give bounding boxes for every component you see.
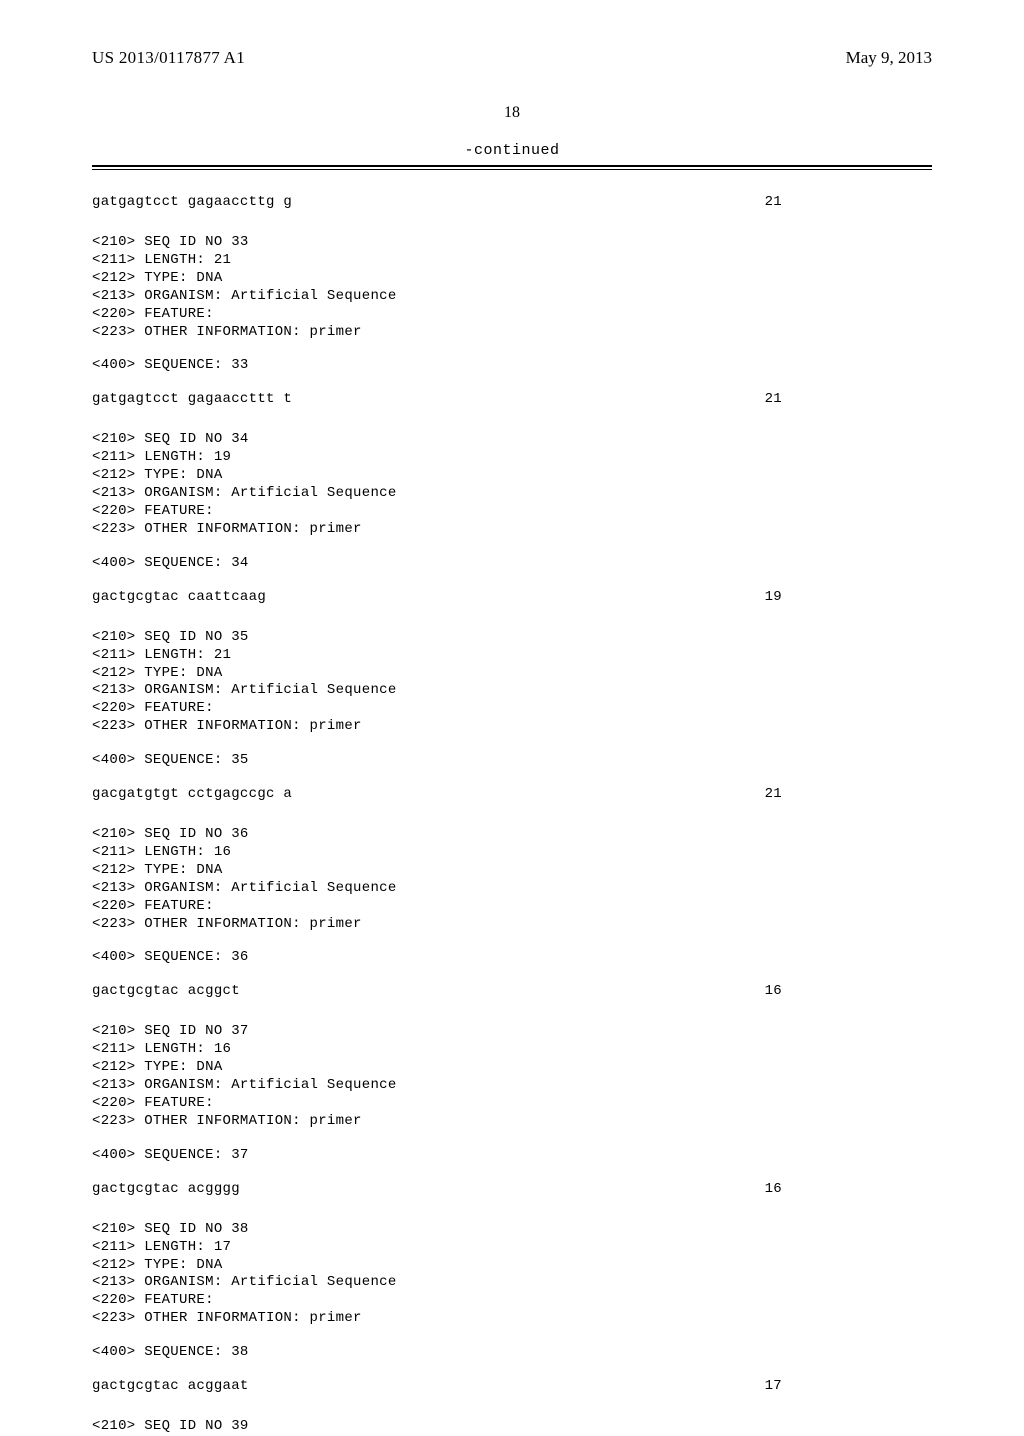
trailing-id: 39 bbox=[231, 1418, 248, 1434]
sequence-text: gactgcgtac acggct bbox=[92, 983, 240, 999]
sequence-length: 16 bbox=[765, 1181, 932, 1197]
page-number: 18 bbox=[92, 104, 932, 122]
sequence-entry: <210> SEQ ID NO 37 <211> LENGTH: 16 <212… bbox=[92, 1023, 932, 1196]
sequence-line: gactgcgtac acggaat 17 bbox=[92, 1378, 932, 1394]
sequence-line: gactgcgtac acggct 16 bbox=[92, 983, 932, 999]
sequence-text: gatgagtcct gagaaccttg g bbox=[92, 194, 292, 210]
sequence-label: <400> SEQUENCE: 36 bbox=[92, 949, 932, 967]
sequence-entry: <210> SEQ ID NO 35 <211> LENGTH: 21 <212… bbox=[92, 629, 932, 802]
sequence-label: <400> SEQUENCE: 37 bbox=[92, 1147, 932, 1165]
sequence-label: <400> SEQUENCE: 34 bbox=[92, 555, 932, 573]
page: US 2013/0117877 A1 May 9, 2013 18 -conti… bbox=[0, 0, 1024, 1320]
sequence-length: 21 bbox=[765, 391, 932, 407]
trailing-seq-id: <210> SEQ ID NO 39 bbox=[92, 1418, 932, 1436]
sequence-meta: <210> SEQ ID NO 34 <211> LENGTH: 19 <212… bbox=[92, 431, 932, 538]
sequence-line: gatgagtcct gagaaccttg g 21 bbox=[92, 194, 932, 210]
rule-thin bbox=[92, 169, 932, 170]
entries-container: <210> SEQ ID NO 33 <211> LENGTH: 21 <212… bbox=[92, 234, 932, 1394]
sequence-label: <400> SEQUENCE: 33 bbox=[92, 357, 932, 375]
sequence-meta: <210> SEQ ID NO 37 <211> LENGTH: 16 <212… bbox=[92, 1023, 932, 1130]
sequence-line: gatgagtcct gagaaccttt t 21 bbox=[92, 391, 932, 407]
sequence-meta: <210> SEQ ID NO 33 <211> LENGTH: 21 <212… bbox=[92, 234, 932, 341]
label-seq-id-no: <210> SEQ ID NO bbox=[92, 1418, 231, 1434]
sequence-text: gactgcgtac caattcaag bbox=[92, 589, 266, 605]
sequence-meta: <210> SEQ ID NO 35 <211> LENGTH: 21 <212… bbox=[92, 629, 932, 736]
sequence-length: 21 bbox=[765, 786, 932, 802]
sequence-block-top: gatgagtcct gagaaccttg g 21 bbox=[92, 194, 932, 210]
sequence-entry: <210> SEQ ID NO 34 <211> LENGTH: 19 <212… bbox=[92, 431, 932, 604]
sequence-length: 21 bbox=[765, 194, 932, 210]
sequence-text: gactgcgtac acggaat bbox=[92, 1378, 249, 1394]
sequence-length: 16 bbox=[765, 983, 932, 999]
sequence-entry: <210> SEQ ID NO 38 <211> LENGTH: 17 <212… bbox=[92, 1221, 932, 1394]
publication-date: May 9, 2013 bbox=[846, 48, 932, 68]
sequence-label: <400> SEQUENCE: 35 bbox=[92, 752, 932, 770]
sequence-text: gatgagtcct gagaaccttt t bbox=[92, 391, 292, 407]
sequence-text: gacgatgtgt cctgagccgc a bbox=[92, 786, 292, 802]
sequence-meta: <210> SEQ ID NO 36 <211> LENGTH: 16 <212… bbox=[92, 826, 932, 933]
sequence-length: 19 bbox=[765, 589, 932, 605]
sequence-entry: <210> SEQ ID NO 36 <211> LENGTH: 16 <212… bbox=[92, 826, 932, 999]
sequence-text: gactgcgtac acgggg bbox=[92, 1181, 240, 1197]
sequence-meta: <210> SEQ ID NO 38 <211> LENGTH: 17 <212… bbox=[92, 1221, 932, 1328]
sequence-line: gactgcgtac caattcaag 19 bbox=[92, 589, 932, 605]
rule-thick bbox=[92, 165, 932, 167]
publication-number: US 2013/0117877 A1 bbox=[92, 48, 245, 68]
sequence-line: gactgcgtac acgggg 16 bbox=[92, 1181, 932, 1197]
sequence-entry: <210> SEQ ID NO 33 <211> LENGTH: 21 <212… bbox=[92, 234, 932, 407]
header-row: US 2013/0117877 A1 May 9, 2013 bbox=[92, 48, 932, 68]
sequence-line: gacgatgtgt cctgagccgc a 21 bbox=[92, 786, 932, 802]
continued-label: -continued bbox=[92, 142, 932, 159]
sequence-label: <400> SEQUENCE: 38 bbox=[92, 1344, 932, 1362]
sequence-length: 17 bbox=[765, 1378, 932, 1394]
